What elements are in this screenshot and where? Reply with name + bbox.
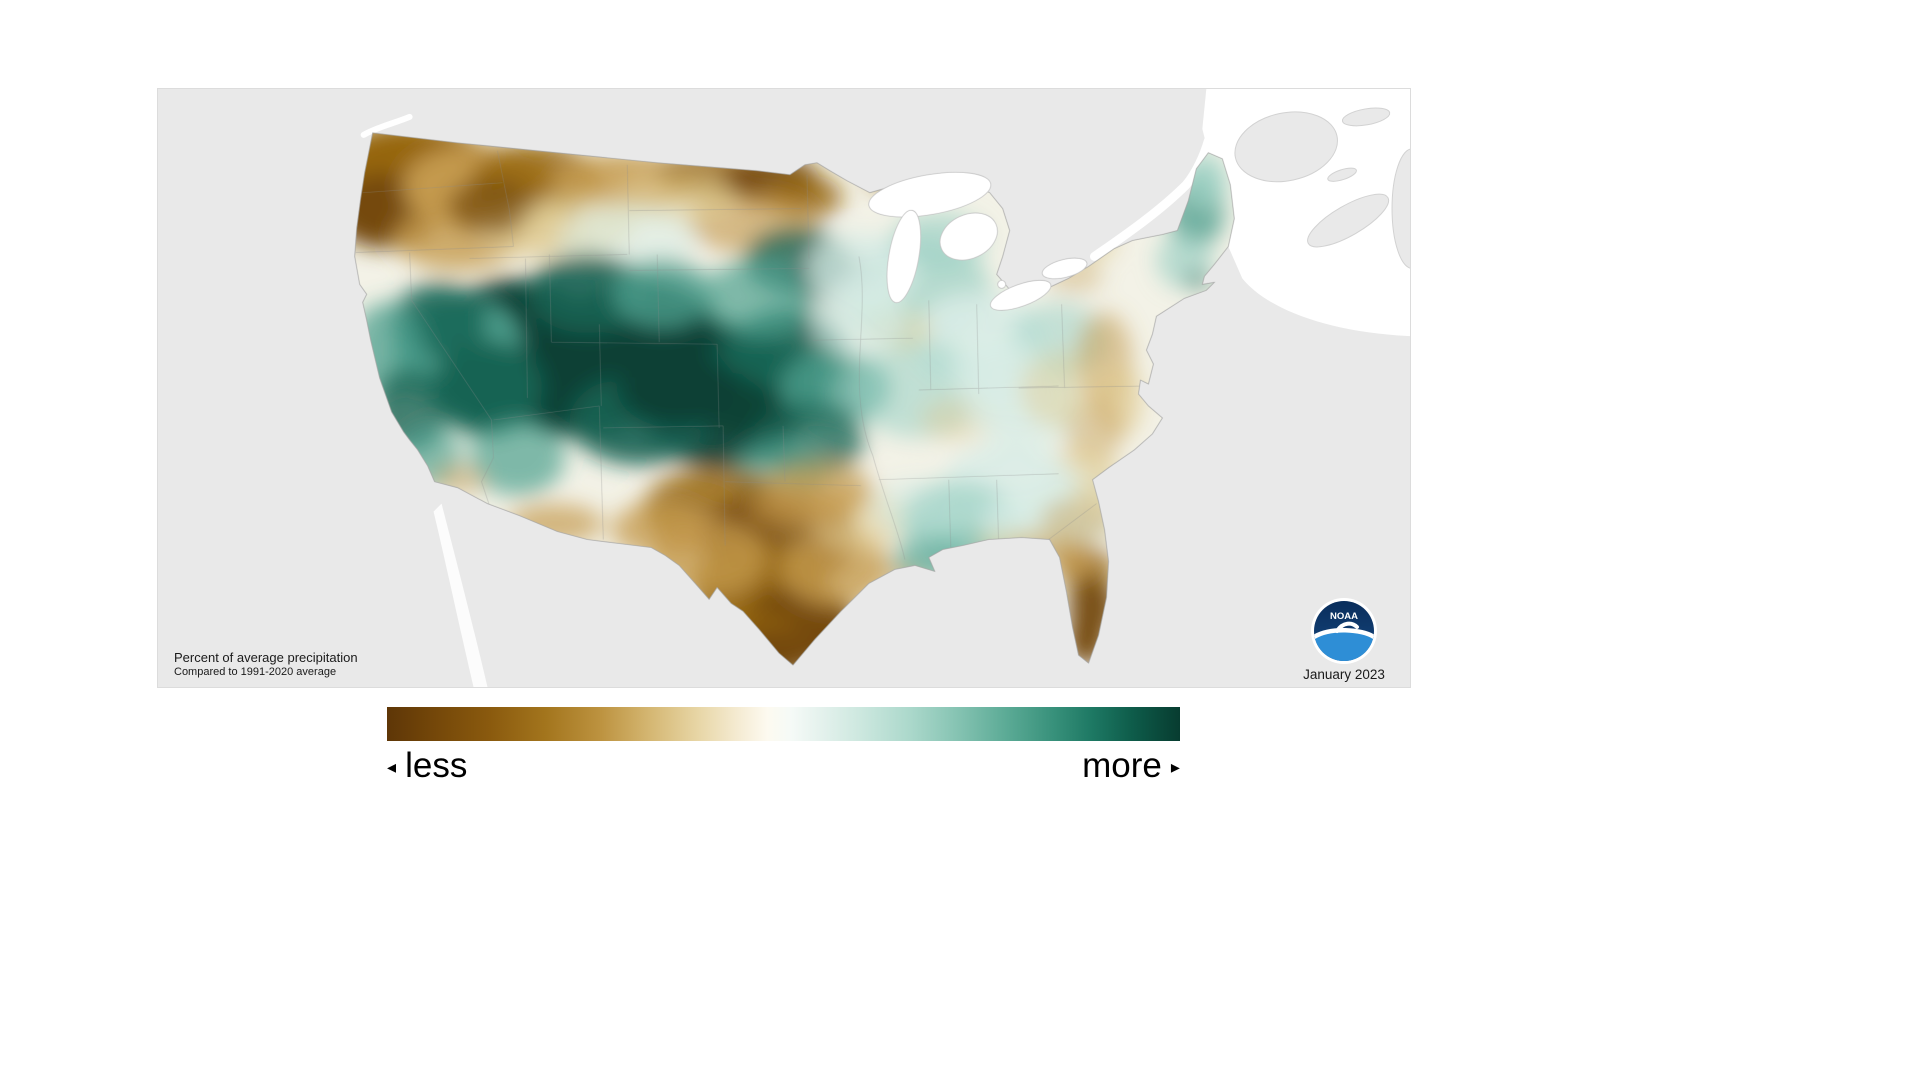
seagull-icon	[1335, 621, 1359, 633]
caption-subtitle: Compared to 1991-2020 average	[174, 666, 337, 679]
noaa-logo: NOAA	[1311, 598, 1377, 664]
legend-labels: ◂ less more ▸	[387, 746, 1180, 786]
northeast-water	[1090, 89, 1410, 337]
caption-title: Percent of average precipitation	[174, 650, 358, 665]
left-arrow-icon: ◂	[387, 757, 397, 777]
legend-gradient-bar	[387, 707, 1180, 741]
right-arrow-icon: ▸	[1170, 757, 1180, 777]
legend-more: more ▸	[1082, 746, 1180, 786]
noaa-logo-text: NOAA	[1330, 611, 1358, 622]
map-caption: Percent of average precipitation Compare…	[174, 650, 358, 680]
legend-less: ◂ less	[387, 746, 467, 786]
great-lakes	[868, 171, 1088, 311]
map-panel: Percent of average precipitation Compare…	[157, 88, 1411, 688]
date-label: January 2023	[1303, 667, 1385, 682]
state-borders	[355, 150, 1147, 560]
legend: ◂ less more ▸	[387, 707, 1180, 786]
legend-more-label: more	[1082, 746, 1162, 785]
legend-less-label: less	[405, 746, 468, 785]
noaa-block: NOAA January 2023	[1284, 598, 1404, 682]
us-precipitation-map	[158, 89, 1410, 687]
